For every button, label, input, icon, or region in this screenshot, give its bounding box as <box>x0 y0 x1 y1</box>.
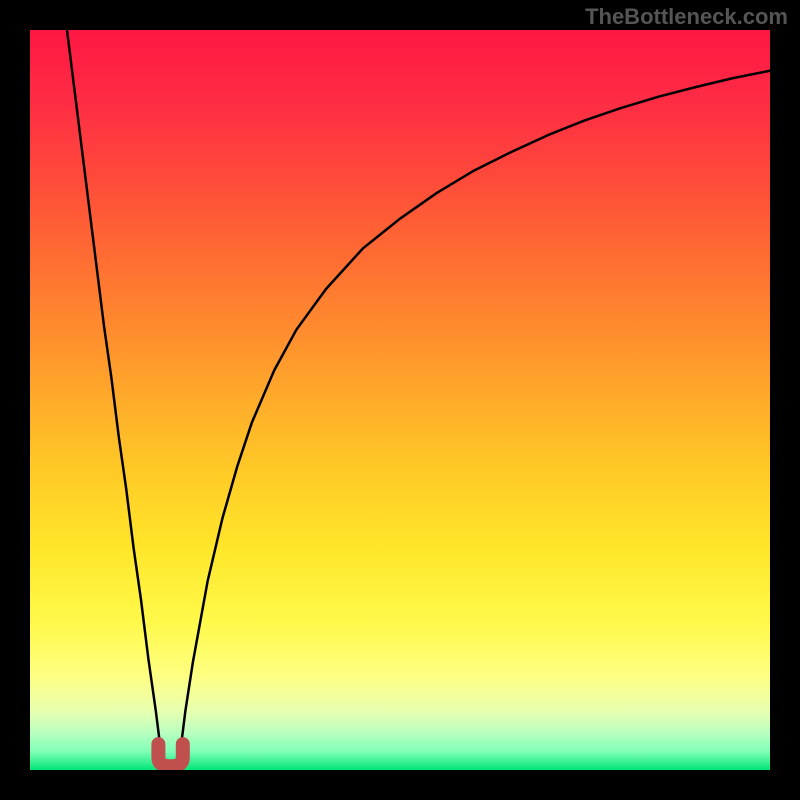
chart-svg <box>0 0 800 800</box>
bottleneck-chart: TheBottleneck.com <box>0 0 800 800</box>
plot-background <box>30 30 770 770</box>
